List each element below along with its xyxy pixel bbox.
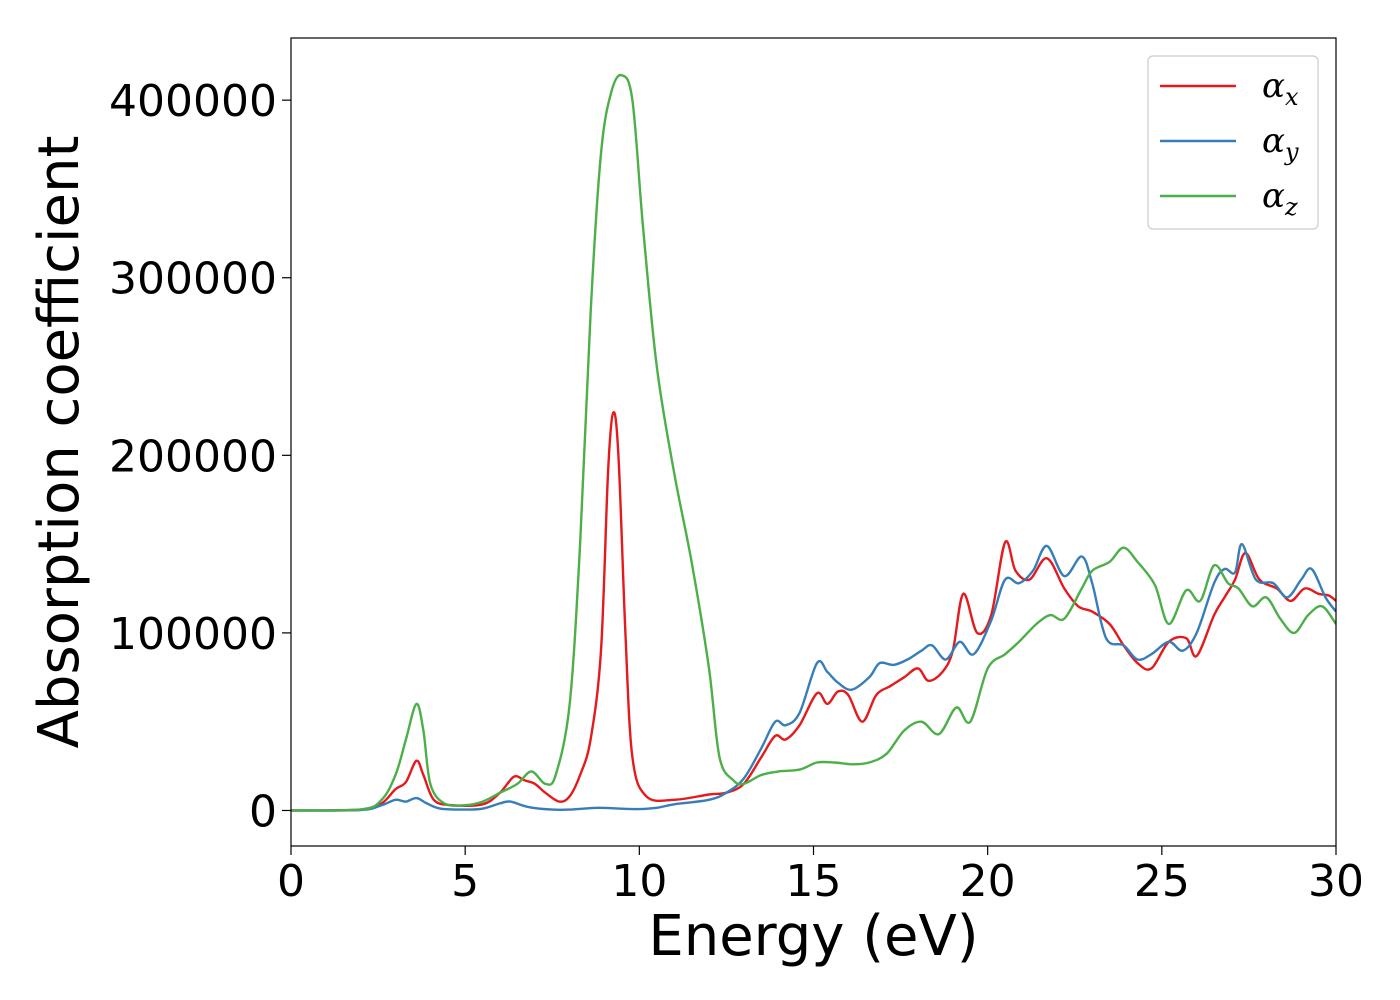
x-tick-label: 0 <box>277 856 305 907</box>
y-axis-label: Absorption coefficient <box>27 136 92 749</box>
x-tick-label: 20 <box>960 856 1016 907</box>
y-tick-label: 200000 <box>109 431 277 482</box>
y-tick-label: 400000 <box>109 76 277 127</box>
legend-box <box>1147 55 1319 230</box>
legend: αx αy αz <box>1147 55 1319 230</box>
y-tick-label: 100000 <box>109 609 277 660</box>
x-tick-label: 5 <box>451 856 479 907</box>
y-tick-label: 0 <box>249 786 277 837</box>
x-tick-label: 30 <box>1308 856 1364 907</box>
legend-label: αz <box>1262 176 1298 221</box>
series-line-x <box>291 410 1336 812</box>
legend-label: αx <box>1262 66 1299 111</box>
x-tick-label: 15 <box>786 856 842 907</box>
x-tick-label: 25 <box>1134 856 1190 907</box>
x-axis: 0 5 10 15 20 25 30 <box>277 846 1364 907</box>
y-axis: 0 100000 200000 300000 400000 <box>109 76 291 837</box>
y-tick-label: 300000 <box>109 254 277 305</box>
plot-area <box>291 73 1336 812</box>
series-line-y <box>291 542 1336 812</box>
series-line-z <box>291 73 1336 812</box>
x-tick-label: 10 <box>611 856 667 907</box>
x-axis-label: Energy (eV) <box>648 904 978 969</box>
legend-label: αy <box>1262 121 1299 166</box>
